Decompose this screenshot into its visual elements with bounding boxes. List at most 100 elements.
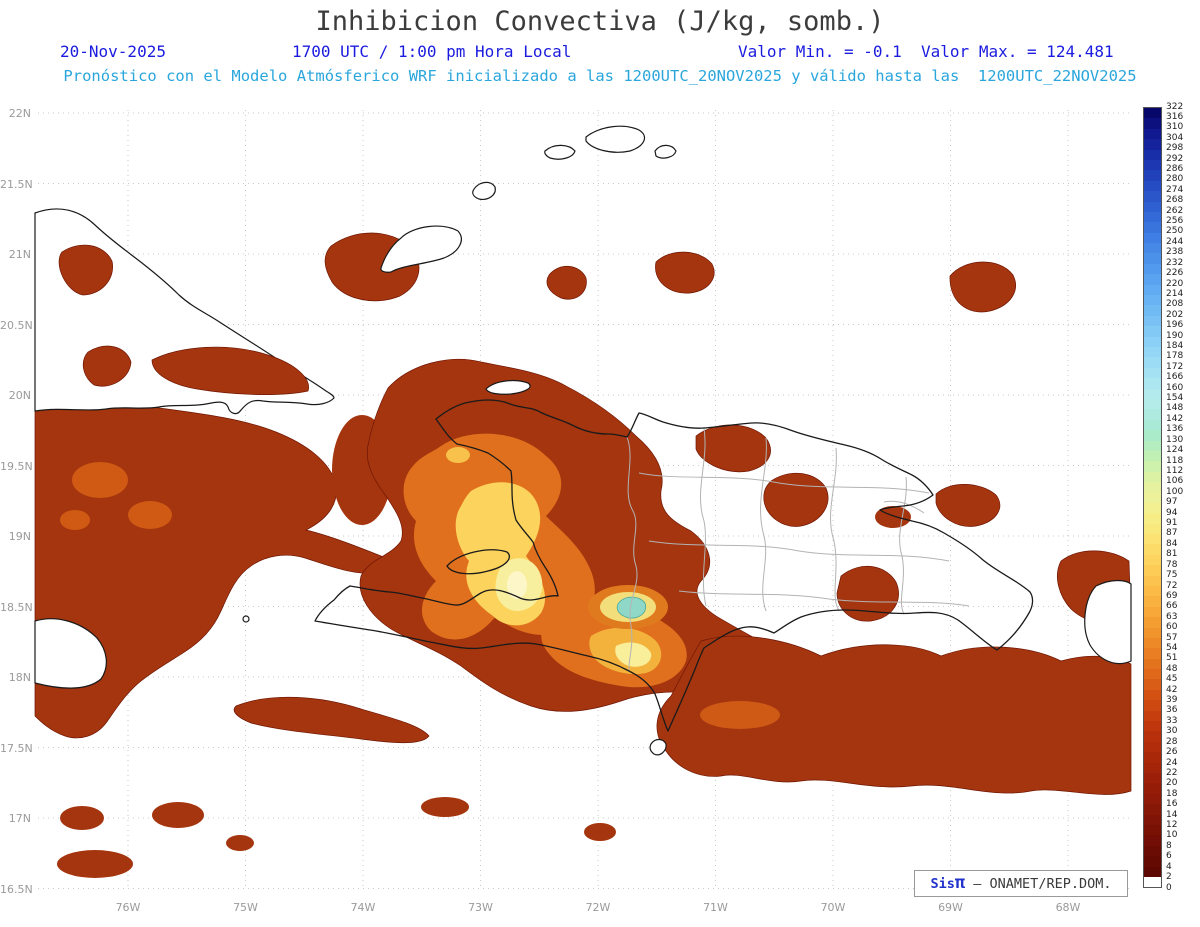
colorbar-cell <box>1144 700 1161 711</box>
colorbar-cell <box>1144 596 1161 607</box>
colorbar-cell <box>1144 357 1161 368</box>
colorbar-tick-label: 244 <box>1166 236 1184 247</box>
colorbar-cell <box>1144 845 1161 857</box>
colorbar-cell <box>1144 180 1161 192</box>
colorbar-cell <box>1144 191 1161 202</box>
colorbar-tick-label: 6 <box>1166 851 1172 862</box>
lon-tick-label: 71W <box>703 901 728 914</box>
colorbar-tick-label: 10 <box>1166 830 1178 841</box>
colorbar-tick-label: 226 <box>1166 268 1184 279</box>
border-haiti-dr <box>626 436 638 672</box>
colorbar-cell <box>1144 346 1161 358</box>
coastline-gonave-island <box>446 549 511 575</box>
colorbar-cell <box>1144 409 1161 420</box>
colorbar-tick-label: 51 <box>1166 653 1178 664</box>
colorbar-cell <box>1144 118 1161 129</box>
province-line-samana <box>883 500 925 514</box>
cin-patch-cuba-2 <box>82 345 132 387</box>
province-borders <box>626 427 970 672</box>
colorbar-tick-label: 286 <box>1166 163 1184 174</box>
colorbar-cell <box>1144 585 1161 597</box>
colorbar-tick-label: 14 <box>1166 809 1178 820</box>
colorbar-tick-label: 250 <box>1166 226 1184 237</box>
cin-region-south-belt <box>233 696 430 744</box>
lon-tick-label: 74W <box>350 901 376 914</box>
cin-region-southeast-sea <box>656 635 1132 795</box>
colorbar-cell <box>1144 201 1161 212</box>
colorbar-tick-label: 130 <box>1166 434 1184 445</box>
coastline-beata <box>649 738 667 756</box>
colorbar-tick-label: 94 <box>1166 507 1178 518</box>
cin-orange-sw-3 <box>60 510 90 530</box>
province-line-6 <box>648 540 950 562</box>
colorbar-tick-label: 298 <box>1166 143 1184 154</box>
lon-tick-label: 69W <box>938 901 963 914</box>
colorbar-tick-label: 214 <box>1166 288 1184 299</box>
colorbar-tick-label: 16 <box>1166 799 1178 810</box>
lat-tick-label: 17N <box>8 812 31 825</box>
colorbar-tick-label: 136 <box>1166 424 1184 435</box>
cin-speck-2 <box>152 802 204 828</box>
colorbar-cell <box>1144 617 1161 628</box>
colorbar-tick-label: 72 <box>1166 580 1178 591</box>
cin-patch-dr-northwest <box>695 424 771 473</box>
lon-tick-label: 70W <box>820 901 846 914</box>
attribution-separator: – <box>965 875 990 892</box>
colorbar-cell <box>1144 471 1161 483</box>
coastline-turks <box>654 144 677 159</box>
cin-orange-sw-2 <box>128 501 172 529</box>
colorbar-cell <box>1144 253 1161 264</box>
province-line-1 <box>700 427 707 607</box>
colorbar-cell <box>1144 367 1161 379</box>
page-title: Inhibicion Convectiva (J/kg, somb.) <box>315 6 885 37</box>
colorbar-tick-label: 232 <box>1166 257 1184 268</box>
province-line-4 <box>899 476 907 615</box>
colorbar-cell <box>1144 866 1161 877</box>
lat-tick-label: 20N <box>8 389 31 402</box>
lat-tick-label: 19N <box>8 530 31 543</box>
coastline-navassa <box>242 615 250 623</box>
colorbar-tick-label: 190 <box>1166 330 1184 341</box>
coastline-little-inagua <box>472 181 496 200</box>
colorbar-tick-label: 268 <box>1166 195 1184 206</box>
colorbar-tick-label: 166 <box>1166 372 1184 383</box>
cin-yellow-nw-haiti <box>446 447 470 463</box>
colorbar-tick-label: 39 <box>1166 695 1178 706</box>
colorbar-cell <box>1144 315 1161 327</box>
colorbar-cell <box>1144 263 1161 275</box>
colorbar-cell <box>1144 139 1161 150</box>
cin-patch-cuba-3 <box>151 346 309 395</box>
cin-speck-1 <box>60 806 104 830</box>
colorbar-tick-label: 196 <box>1166 320 1184 331</box>
colorbar-cell <box>1144 430 1161 441</box>
colorbar-tick-label: 292 <box>1166 153 1184 164</box>
lon-tick-label: 72W <box>585 901 611 914</box>
colorbar-cell <box>1144 741 1161 753</box>
colorbar-cell <box>1144 211 1161 223</box>
cin-region-northeast <box>949 261 1016 313</box>
colorbar-cell <box>1144 721 1161 732</box>
colorbar-tick-label: 18 <box>1166 788 1178 799</box>
coastline-tortuga <box>485 379 531 395</box>
colorbar-cell <box>1144 149 1161 160</box>
colorbar-tick-label: 256 <box>1166 216 1184 227</box>
lon-tick-label: 68W <box>1055 901 1081 914</box>
colorbar-cell <box>1144 575 1161 586</box>
colorbar-tick-label: 310 <box>1166 122 1184 133</box>
lat-tick-label: 18N <box>8 671 31 684</box>
cin-speck-3 <box>57 850 133 878</box>
cin-speck-4 <box>421 797 469 817</box>
colorbar-cell <box>1144 783 1161 794</box>
colorbar-tick-label: 24 <box>1166 757 1178 768</box>
colorbar-tick-label: 124 <box>1166 445 1184 456</box>
colorbar-tick-label: 28 <box>1166 736 1178 747</box>
cin-pale-south-coast <box>615 642 652 667</box>
colorbar-tick-label: 22 <box>1166 767 1178 778</box>
colorbar-tick-label: 280 <box>1166 174 1184 185</box>
coastline-jamaica <box>34 618 107 689</box>
colorbar-cell <box>1144 565 1161 576</box>
coastlines-group <box>314 399 1034 732</box>
colorbar-tick-label: 184 <box>1166 341 1184 351</box>
lat-tick-label: 21.5N <box>0 177 33 191</box>
lat-tick-label: 18.5N <box>0 600 33 614</box>
